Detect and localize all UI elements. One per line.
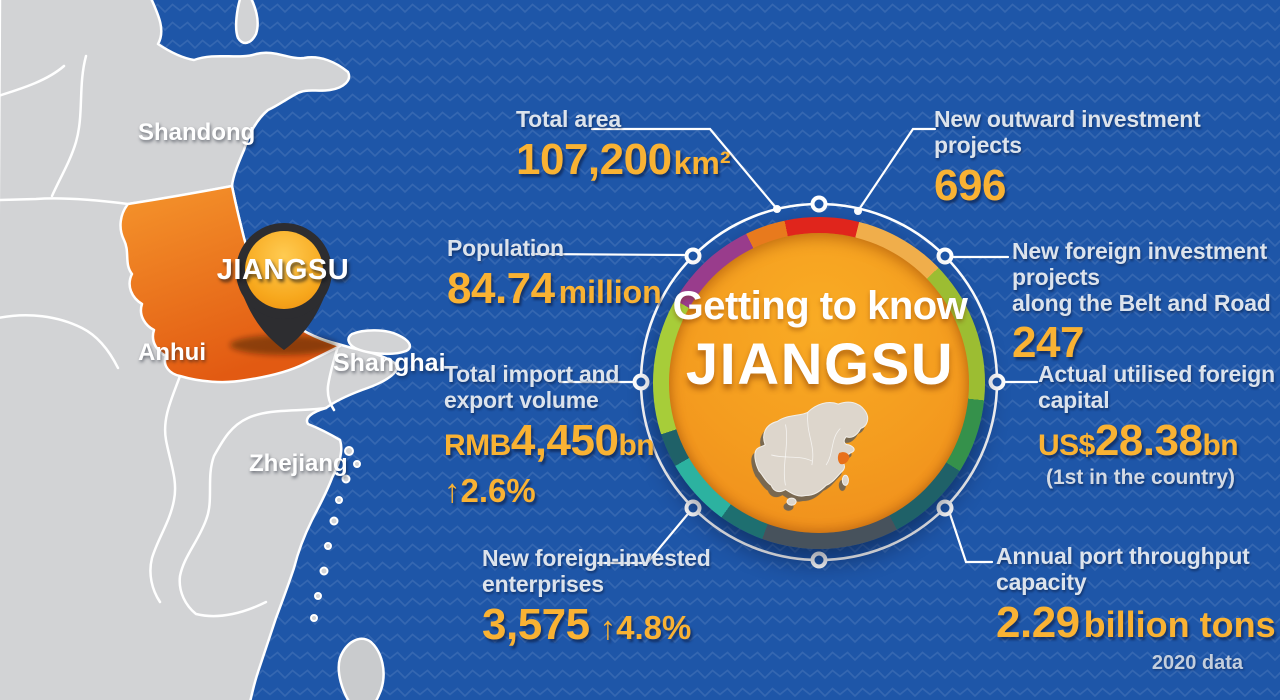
map-label-shanghai: Shanghai xyxy=(333,349,446,377)
china-map-icon xyxy=(754,401,869,506)
stat-label: New outward investment projects xyxy=(934,106,1201,158)
stat-value: 3,575 ↑4.8% xyxy=(482,599,692,649)
map-label-shandong: Shandong xyxy=(138,119,256,146)
stat-value: 247 xyxy=(1012,318,1084,368)
stat-enterprises: New foreign-invested enterprises 3,575 ↑4… xyxy=(482,545,711,650)
stat-note: (1st in the country) xyxy=(1046,465,1236,489)
map-label-anhui: Anhui xyxy=(138,339,206,366)
china-jiangsu-highlight xyxy=(837,452,850,465)
chongming-island xyxy=(347,329,412,356)
stat-label: Annual port throughput capacity xyxy=(996,543,1250,595)
stat-value: 696 xyxy=(934,160,1006,210)
stat-change: ↑4.8% xyxy=(599,608,692,646)
stat-port-throughput: Annual port throughput capacity 2.29 bill… xyxy=(996,543,1280,648)
stat-label: Total area xyxy=(516,106,621,132)
stat-foreign-capital: Actual utilised foreign capital US$28.38… xyxy=(1038,361,1280,490)
map-label-zhejiang: Zhejiang xyxy=(249,450,348,477)
stat-value: 84.74 million xyxy=(447,263,662,313)
stat-label: New foreign-invested enterprises xyxy=(482,545,711,597)
connector-nodes xyxy=(632,195,1006,569)
hub-title-line1: Getting to know xyxy=(672,284,968,328)
hub-color-ring xyxy=(653,217,985,549)
data-year-note: 2020 data xyxy=(1151,652,1243,674)
stat-population: Population 84.74 million xyxy=(447,235,662,314)
location-pin-icon xyxy=(230,223,338,355)
stat-total-area: Total area 107,200km² xyxy=(516,106,731,185)
stat-import-export: Total import and export volume RMB4,450b… xyxy=(444,361,655,510)
stat-label: Actual utilised foreign capital xyxy=(1038,361,1275,413)
stat-value: 2.29 billion tons xyxy=(996,597,1276,647)
coastal-islands xyxy=(310,446,361,622)
stat-label: Population xyxy=(447,235,564,261)
taiwan-island xyxy=(337,637,385,700)
hub-title-line2: JIANGSU xyxy=(685,332,955,397)
bohai-island xyxy=(234,0,259,45)
stat-belt-road-projects: New foreign investment projects along th… xyxy=(1012,238,1280,368)
hub-title: Getting to know JIANGSU xyxy=(654,284,986,398)
stat-value: 107,200km² xyxy=(516,134,731,184)
stat-value: RMB4,450bn xyxy=(444,415,655,465)
stat-label: Total import and export volume xyxy=(444,361,620,413)
stat-change: ↑2.6% xyxy=(444,471,536,509)
stat-label: New foreign investment projects along th… xyxy=(1012,238,1271,316)
pin-label: JIANGSU xyxy=(216,254,350,286)
region-map xyxy=(0,0,412,700)
stat-value: US$28.38bn xyxy=(1038,415,1239,465)
stat-outward-projects: New outward investment projects 696 xyxy=(934,106,1280,211)
china-borders xyxy=(771,412,841,486)
